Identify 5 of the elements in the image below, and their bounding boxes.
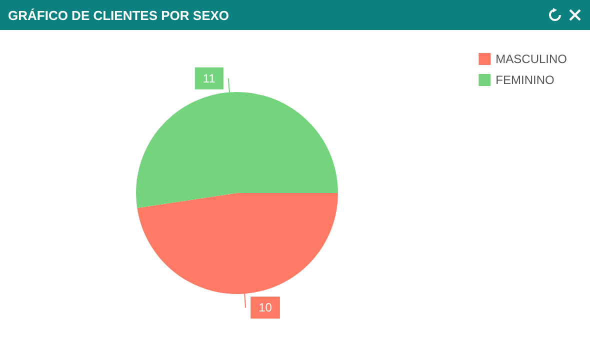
- data-label: 11: [202, 71, 216, 86]
- chart-title: GRÁFICO DE CLIENTES POR SEXO: [8, 8, 230, 22]
- legend-label: FEMININO: [496, 73, 554, 87]
- legend-label: MASCULINO: [496, 52, 567, 66]
- data-label: 10: [258, 300, 272, 315]
